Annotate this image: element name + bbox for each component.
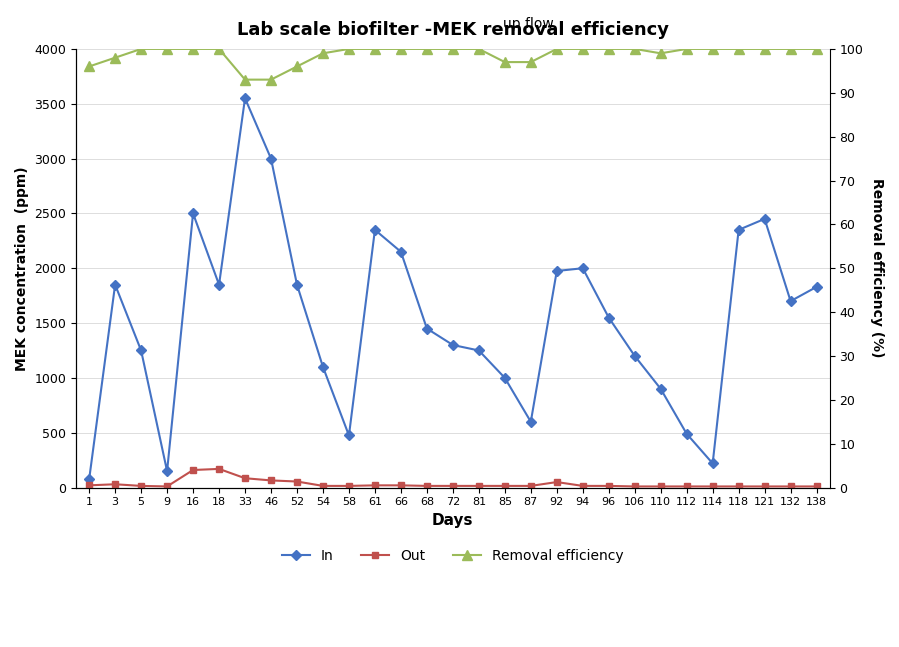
Out bbox=[551, 478, 562, 486]
In bbox=[474, 347, 485, 355]
In bbox=[603, 314, 614, 322]
Removal efficiency bbox=[474, 45, 485, 53]
Out bbox=[422, 482, 432, 490]
Removal efficiency bbox=[188, 45, 199, 53]
In bbox=[655, 385, 666, 393]
In bbox=[577, 265, 588, 272]
Out bbox=[84, 481, 94, 489]
Removal efficiency bbox=[681, 45, 692, 53]
In bbox=[343, 432, 354, 439]
In bbox=[240, 94, 251, 102]
Y-axis label: MEK concentration  (ppm): MEK concentration (ppm) bbox=[15, 166, 29, 371]
Line: In: In bbox=[85, 95, 820, 483]
Out bbox=[811, 483, 822, 490]
In bbox=[708, 459, 718, 467]
Out bbox=[265, 477, 276, 485]
Out bbox=[240, 474, 251, 482]
Removal efficiency bbox=[551, 45, 562, 53]
In bbox=[525, 418, 536, 426]
In bbox=[136, 347, 147, 355]
Removal efficiency bbox=[317, 49, 328, 57]
Out bbox=[708, 483, 718, 490]
In bbox=[162, 467, 173, 475]
In bbox=[629, 352, 640, 360]
Line: Removal efficiency: Removal efficiency bbox=[85, 44, 822, 85]
In bbox=[811, 283, 822, 291]
Out bbox=[369, 481, 380, 489]
Out bbox=[525, 482, 536, 490]
Text: up flow: up flow bbox=[503, 17, 554, 32]
Out bbox=[577, 482, 588, 490]
Removal efficiency bbox=[240, 76, 251, 83]
Out bbox=[681, 483, 692, 490]
Out bbox=[760, 483, 770, 490]
Removal efficiency bbox=[343, 45, 354, 53]
Removal efficiency bbox=[500, 58, 511, 66]
In bbox=[785, 297, 796, 305]
Removal efficiency bbox=[291, 63, 302, 71]
Removal efficiency bbox=[734, 45, 744, 53]
Y-axis label: Removal efficiency (%): Removal efficiency (%) bbox=[870, 179, 884, 358]
Title: Lab scale biofilter -MEK removal efficiency: Lab scale biofilter -MEK removal efficie… bbox=[236, 21, 669, 39]
Out bbox=[162, 483, 173, 490]
Out bbox=[500, 482, 511, 490]
In bbox=[448, 341, 458, 349]
Out bbox=[655, 483, 666, 490]
In bbox=[760, 215, 770, 223]
Out bbox=[214, 465, 225, 473]
Out bbox=[448, 482, 458, 490]
Removal efficiency bbox=[708, 45, 718, 53]
Removal efficiency bbox=[214, 45, 225, 53]
Removal efficiency bbox=[369, 45, 380, 53]
In bbox=[422, 325, 432, 333]
Out bbox=[136, 482, 147, 490]
Removal efficiency bbox=[265, 76, 276, 83]
Removal efficiency bbox=[84, 63, 94, 71]
In bbox=[681, 430, 692, 438]
Removal efficiency bbox=[760, 45, 770, 53]
In bbox=[369, 226, 380, 234]
In bbox=[317, 363, 328, 371]
Removal efficiency bbox=[162, 45, 173, 53]
In bbox=[500, 374, 511, 382]
Legend: In, Out, Removal efficiency: In, Out, Removal efficiency bbox=[277, 543, 629, 568]
Out bbox=[474, 482, 485, 490]
Out bbox=[317, 482, 328, 490]
In bbox=[291, 281, 302, 289]
Out bbox=[188, 466, 199, 474]
In bbox=[188, 210, 199, 217]
Out bbox=[629, 483, 640, 490]
Removal efficiency bbox=[448, 45, 458, 53]
In bbox=[110, 281, 120, 289]
Out bbox=[110, 480, 120, 488]
Removal efficiency bbox=[525, 58, 536, 66]
In bbox=[551, 267, 562, 275]
Out bbox=[734, 483, 744, 490]
Removal efficiency bbox=[655, 49, 666, 57]
X-axis label: Days: Days bbox=[432, 513, 474, 528]
Out bbox=[291, 477, 302, 485]
In bbox=[84, 476, 94, 483]
In bbox=[214, 281, 225, 289]
Out bbox=[603, 482, 614, 490]
Removal efficiency bbox=[577, 45, 588, 53]
In bbox=[734, 226, 744, 234]
Out bbox=[396, 481, 406, 489]
Out bbox=[785, 483, 796, 490]
Removal efficiency bbox=[629, 45, 640, 53]
Removal efficiency bbox=[785, 45, 796, 53]
In bbox=[265, 155, 276, 162]
Removal efficiency bbox=[422, 45, 432, 53]
Removal efficiency bbox=[396, 45, 406, 53]
Line: Out: Out bbox=[85, 465, 820, 490]
Out bbox=[343, 482, 354, 490]
Removal efficiency bbox=[603, 45, 614, 53]
Removal efficiency bbox=[136, 45, 147, 53]
In bbox=[396, 248, 406, 256]
Removal efficiency bbox=[110, 54, 120, 61]
Removal efficiency bbox=[811, 45, 822, 53]
